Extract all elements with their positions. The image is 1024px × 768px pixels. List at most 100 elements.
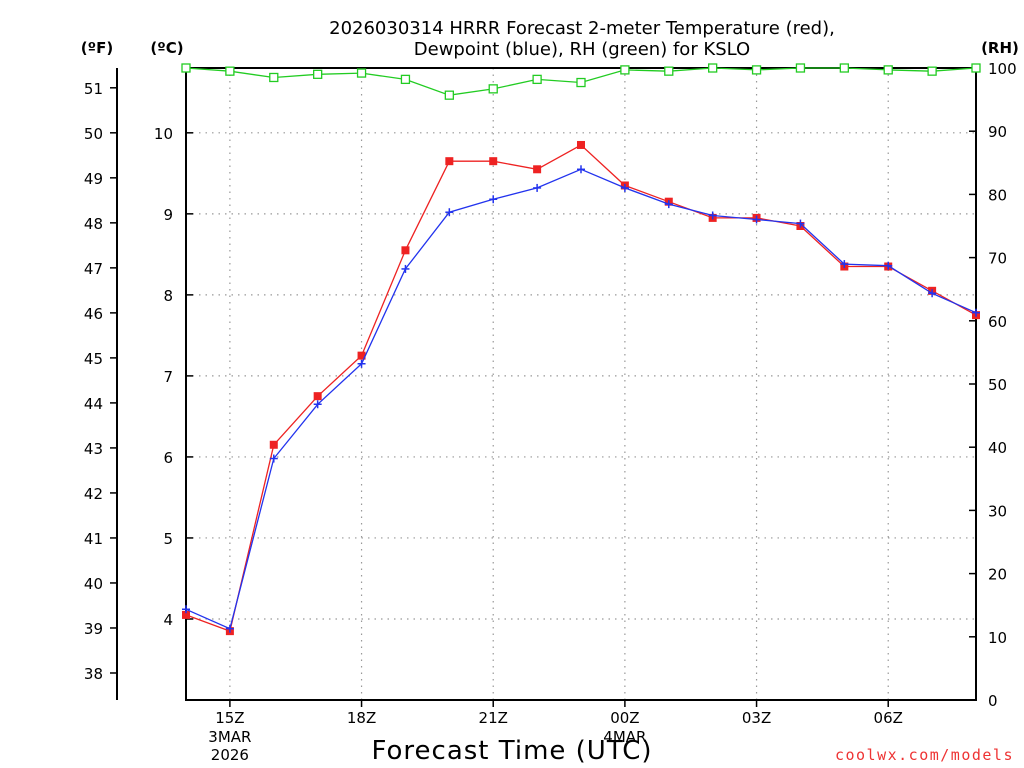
rh-point [313, 69, 323, 79]
rh-tick-label: 40 [988, 439, 1007, 457]
fahrenheit-tick-label: 40 [84, 575, 103, 593]
fahrenheit-tick-label: 38 [84, 665, 103, 683]
fahrenheit-unit-label: (ºF) [81, 39, 113, 57]
rh-point [620, 65, 630, 75]
chart-title-line1: 2026030314 HRRR Forecast 2-meter Tempera… [329, 18, 835, 39]
rh-point [664, 66, 674, 76]
rh-point [269, 72, 279, 83]
celsius-tick-label: 9 [163, 206, 173, 224]
rh-point [708, 63, 718, 73]
rh-tick-label: 50 [988, 376, 1007, 394]
temperature-point [357, 351, 366, 360]
rh-point [927, 66, 937, 76]
dewpoint-point [445, 208, 454, 217]
rh-point [576, 77, 586, 88]
fahrenheit-tick-label: 48 [84, 215, 103, 233]
temperature-point [269, 440, 278, 449]
rh-tick-label: 10 [988, 629, 1007, 647]
dewpoint-line [185, 168, 977, 630]
dewpoint-point [313, 400, 322, 409]
celsius-unit-label: (ºC) [150, 39, 183, 57]
celsius-tick-label: 8 [163, 287, 173, 305]
rh-tick-label: 0 [988, 692, 998, 710]
x-date-label: 4MAR [603, 728, 646, 746]
x-tick-label: 06Z [874, 709, 903, 727]
x-date-label: 3MAR [208, 728, 251, 746]
rh-point [883, 65, 893, 75]
fahrenheit-tick-label: 49 [84, 170, 103, 188]
temperature-point [401, 246, 410, 255]
fahrenheit-tick-label: 43 [84, 440, 103, 458]
rh-tick-label: 80 [988, 186, 1007, 204]
celsius-tick-label: 10 [154, 125, 173, 143]
x-tick-label: 18Z [347, 709, 376, 727]
rh-point [400, 74, 411, 85]
x-year-label: 2026 [211, 746, 249, 764]
rh-point [356, 68, 367, 78]
celsius-tick-label: 4 [163, 611, 173, 629]
dewpoint-point [664, 200, 673, 209]
temperature-point [182, 610, 190, 619]
rh-point [795, 63, 806, 73]
dewpoint-point [796, 219, 805, 228]
rh-point [751, 65, 762, 75]
dewpoint-point [752, 215, 761, 224]
temperature-point [489, 157, 498, 166]
dewpoint-point [269, 454, 278, 463]
temperature-point [577, 140, 585, 149]
rh-point [181, 63, 191, 73]
rh-tick-label: 60 [988, 313, 1007, 331]
rh-tick-label: 100 [988, 60, 1017, 78]
x-tick-label: 21Z [479, 709, 508, 727]
fahrenheit-tick-label: 46 [84, 305, 103, 323]
x-tick-label: 03Z [742, 709, 771, 727]
dewpoint-point [708, 211, 717, 220]
temperature-point [533, 165, 542, 174]
celsius-tick-label: 7 [163, 368, 173, 386]
rh-point [225, 66, 235, 76]
rh-point [488, 84, 498, 94]
rh-tick-label: 20 [988, 566, 1007, 584]
rh-tick-label: 30 [988, 502, 1007, 520]
fahrenheit-tick-label: 50 [84, 125, 103, 143]
x-tick-label: 15Z [215, 709, 244, 727]
series [181, 63, 981, 636]
fahrenheit-tick-label: 44 [84, 395, 103, 413]
dewpoint-point [577, 165, 585, 174]
fahrenheit-tick-label: 41 [84, 530, 103, 548]
rh-point [532, 74, 542, 85]
dewpoint-point [401, 264, 410, 273]
dewpoint-point [840, 260, 849, 269]
fahrenheit-tick-label: 39 [84, 620, 103, 638]
grid-lines [186, 68, 976, 700]
watermark: coolwx.com/models [835, 746, 1014, 764]
dewpoint-point [489, 195, 498, 204]
dewpoint-point [972, 308, 980, 317]
temperature-point [445, 157, 454, 166]
fahrenheit-tick-label: 51 [84, 80, 103, 98]
dewpoint-point [884, 261, 893, 270]
plot-frame [185, 67, 977, 701]
chart-title-line2: Dewpoint (blue), RH (green) for KSLO [414, 39, 750, 60]
temperature-line [185, 144, 977, 632]
dewpoint-point [182, 605, 190, 614]
x-axis-title: Forecast Time (UTC) [371, 736, 652, 766]
dewpoint-point [620, 183, 629, 192]
dewpoint-point [225, 624, 234, 633]
fahrenheit-tick-label: 47 [84, 260, 103, 278]
dewpoint-point [533, 183, 542, 192]
rh-point [839, 63, 849, 73]
dewpoint-point [928, 289, 937, 298]
x-tick-label: 00Z [610, 709, 639, 727]
fahrenheit-tick-label: 45 [84, 350, 103, 368]
temperature-point [313, 392, 322, 401]
rh-tick-label: 70 [988, 250, 1007, 268]
dewpoint-point [357, 359, 366, 368]
rh-point [971, 63, 981, 73]
celsius-tick-label: 6 [163, 449, 173, 467]
rh-point [444, 90, 454, 100]
rh-unit-label: (RH) [981, 39, 1019, 57]
celsius-tick-label: 5 [163, 530, 173, 548]
